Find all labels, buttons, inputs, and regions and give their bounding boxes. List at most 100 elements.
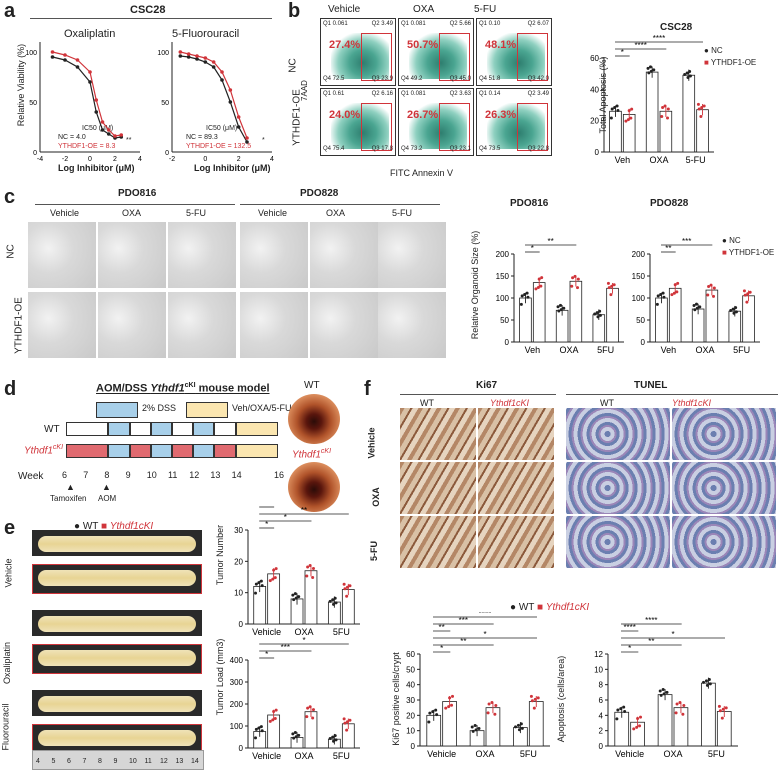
b-flow-gate xyxy=(439,33,470,81)
f-chart2-point xyxy=(702,680,706,684)
b-flow-q2: Q2 5.66 xyxy=(449,21,471,27)
f-header-ki67: Ki67 xyxy=(476,380,498,391)
a-data-point xyxy=(100,128,105,132)
f-chart2-xtick-label: 5FU xyxy=(708,749,725,759)
c-chart2-point xyxy=(695,306,699,310)
b-flow-q4: Q4 49.2 xyxy=(401,76,423,82)
f-chart2-xtick-label: Vehicle xyxy=(615,749,644,759)
b-flow-scatter xyxy=(331,33,389,79)
d-week-tick: 16 xyxy=(274,470,285,480)
a-data-point xyxy=(75,65,80,69)
f-tunel-image xyxy=(672,516,776,568)
e-chart1-point xyxy=(268,579,272,583)
e-chart2-ytick-label: 100 xyxy=(230,722,244,731)
f-chart1-xtick-label: 5FU xyxy=(520,749,537,759)
b-flow-q1: Q1 0.10 xyxy=(479,21,501,27)
a-data-point xyxy=(203,60,208,64)
a-data-point xyxy=(94,110,99,114)
e-chart2-point xyxy=(297,733,301,737)
b-flow-q3: Q3 45.0 xyxy=(449,76,471,82)
a-data-point xyxy=(186,55,191,59)
b-chart-bar xyxy=(682,74,696,153)
c-chart1-point xyxy=(536,286,540,290)
c-chart1-point xyxy=(612,283,616,287)
d-legend-dss-swatch xyxy=(96,402,138,418)
c-chart1-point xyxy=(526,295,530,299)
d-endoscopy-cki-image xyxy=(288,462,340,512)
f-chart1-ytick-label: 30 xyxy=(406,696,415,705)
f-row-oxa: OXA xyxy=(370,487,381,507)
e-row-fluorouracil: Fluorouracil xyxy=(0,703,11,751)
c-chart2-ytick-label: 200 xyxy=(632,250,646,259)
e-chart2-sig-label: * xyxy=(302,636,305,645)
a-xlabel-left: Log Inhibitor (μM) xyxy=(58,163,135,173)
c-chart2-point xyxy=(732,311,736,315)
f-chart1-ytick-label: 50 xyxy=(406,665,415,674)
c-chart2-point xyxy=(656,294,660,298)
a-left-sig: ** xyxy=(126,137,132,144)
b-chart-point xyxy=(688,69,692,73)
f-chart1-point xyxy=(514,725,518,729)
d-timeline-wt-segment xyxy=(150,422,172,436)
b-legend-nc: ● NC xyxy=(704,46,723,55)
e-chart1-xtick-label: Vehicle xyxy=(252,627,281,637)
c-chart1-ytick-label: 50 xyxy=(500,316,509,325)
a-data-point xyxy=(63,53,67,57)
d-week-tick: 8 xyxy=(104,470,110,480)
e-chart2-point xyxy=(306,706,310,710)
e-chart1-point xyxy=(342,582,346,586)
e-chart1-point xyxy=(274,567,278,571)
f-chart1-point xyxy=(448,696,452,700)
c-col-header: 5-FU xyxy=(186,208,206,218)
b-chart-point xyxy=(647,71,651,75)
e-chart1-ytick-label: 20 xyxy=(234,557,243,566)
d-timeline-cki-segment xyxy=(214,444,236,458)
d-week-tick: 7 xyxy=(83,470,89,480)
e-chart1-point xyxy=(311,566,315,570)
f-chart2-point xyxy=(661,687,665,691)
f-ki67-image xyxy=(478,462,554,514)
f-col-wt-1: WT xyxy=(420,398,434,408)
e-chart2-point xyxy=(293,731,297,735)
d-timeline-cki-segment xyxy=(172,444,194,458)
c-col-header: 5-FU xyxy=(392,208,412,218)
b-chart-ytick-label: 40 xyxy=(590,85,599,94)
e-chart1-point xyxy=(297,595,301,599)
b-flow-q2: Q2 3.49 xyxy=(371,21,393,27)
a-xtick-label: 2 xyxy=(237,156,241,163)
f-chart2-point xyxy=(623,710,627,714)
f-chart1-point xyxy=(470,725,474,729)
f-chart1-point xyxy=(434,708,438,712)
e-colon-image xyxy=(38,616,196,632)
f-chart1-point xyxy=(533,697,537,701)
e-chart2-xtick-label: OXA xyxy=(294,751,313,761)
c-chart1-point xyxy=(595,311,599,315)
d-title: AOM/DSS Ythdf1cKI mouse model xyxy=(96,382,270,395)
d-title-prefix: AOM/DSS xyxy=(96,382,151,395)
c-chart1-point xyxy=(593,312,597,316)
d-timeline-cki-segment xyxy=(150,444,172,458)
b-flow-q2: Q2 3.63 xyxy=(449,91,471,97)
c-organoid-image xyxy=(240,292,308,358)
e-chart1-point xyxy=(272,568,276,572)
f-chart1-sig-label: ** xyxy=(439,623,445,632)
c-chart1-bar xyxy=(606,287,619,343)
panel-label-d: d xyxy=(4,378,17,400)
e-chart2-point xyxy=(328,736,332,740)
e-chart1-xtick-label: OXA xyxy=(294,627,313,637)
b-chart-point xyxy=(613,106,617,110)
f-col-cki-1: Ythdf1cKI xyxy=(490,398,530,408)
b-flow-percent: 27.4% xyxy=(329,39,361,51)
e-colon-image xyxy=(38,536,196,552)
c-chart1-point xyxy=(576,277,580,281)
e-colon-image xyxy=(38,730,196,746)
a-data-point xyxy=(245,140,249,144)
c-chart1-point xyxy=(606,281,610,285)
b-chart-point xyxy=(616,109,620,113)
a-xlabel-right: Log Inhibitor (μM) xyxy=(194,163,271,173)
a-ytick-label: 0 xyxy=(165,150,169,157)
e-chart2-ytick-label: 400 xyxy=(230,656,244,665)
b-flow-q1: Q1 0.14 xyxy=(479,91,501,97)
d-timeline-wt-segment xyxy=(214,422,236,436)
